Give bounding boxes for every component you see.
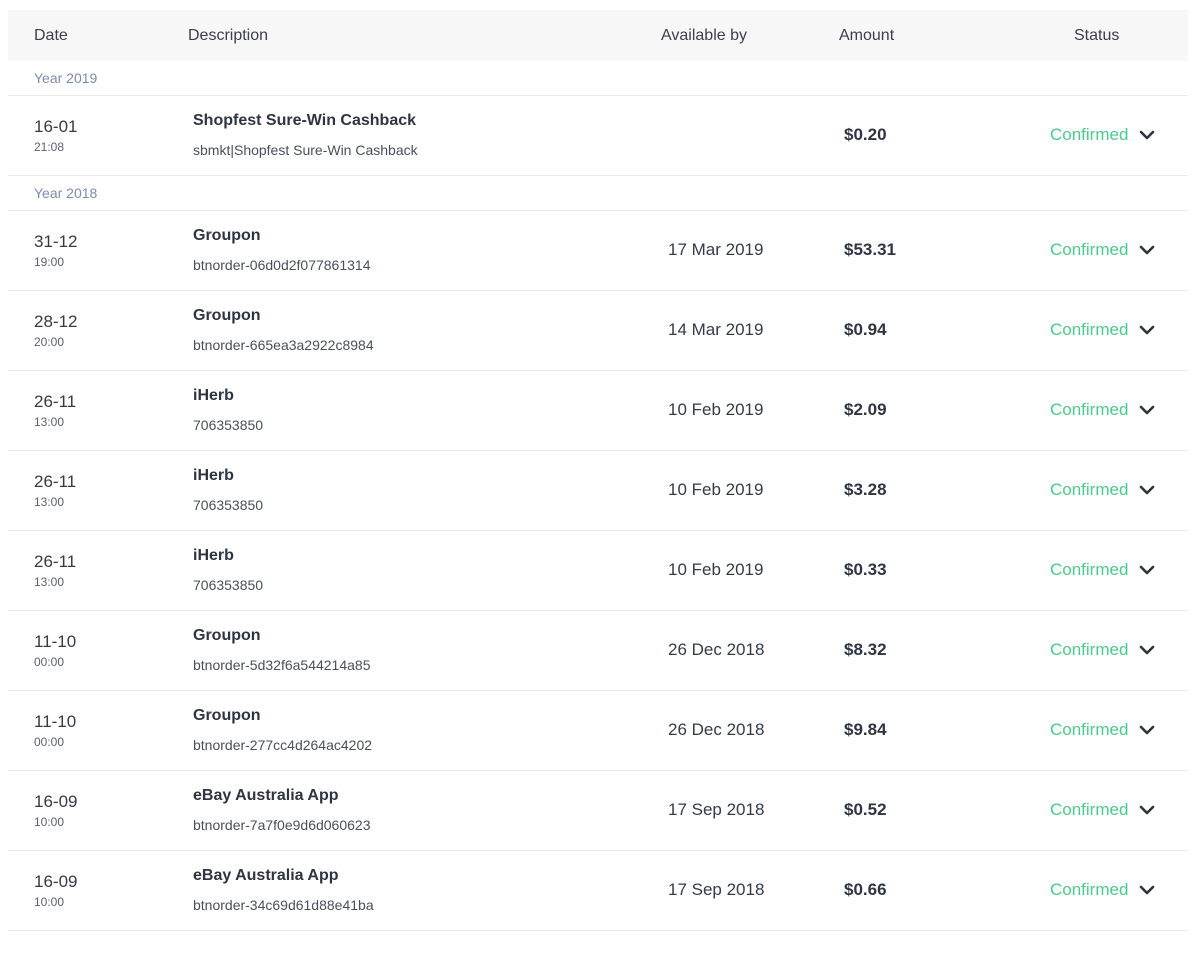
transaction-amount: $0.52 [844,800,887,819]
table-row[interactable]: 16-09 10:00 eBay Australia App btnorder-… [8,771,1188,851]
transaction-date: 26-11 [34,392,77,411]
available-by-date: 10 Feb 2019 [668,400,764,419]
chevron-down-icon[interactable] [1138,241,1156,259]
order-reference: btnorder-277cc4d264ac4202 [193,737,373,753]
table-row[interactable]: 16-09 10:00 eBay Australia App btnorder-… [8,851,1188,931]
table-row[interactable]: 26-11 13:00 iHerb 706353850 10 Feb 2019 … [8,451,1188,531]
merchant-name: iHerb [193,387,234,404]
merchant-name: Groupon [193,627,261,644]
table-body: Year 2019 16-01 21:08 Shopfest Sure-Win … [8,61,1188,931]
column-header-date[interactable]: Date [34,27,68,44]
table-header: Date Description Available by Amount Sta… [8,10,1188,61]
transaction-amount: $2.09 [844,400,887,419]
table-row[interactable]: 11-10 00:00 Groupon btnorder-277cc4d264a… [8,691,1188,771]
order-reference: btnorder-665ea3a2922c8984 [193,337,374,353]
transaction-date: 11-10 [34,632,77,651]
available-by-date: 26 Dec 2018 [668,720,765,739]
year-group-label: Year 2018 [8,176,1188,211]
transaction-time: 20:00 [34,335,65,349]
order-reference: 706353850 [193,417,264,433]
available-by-date: 26 Dec 2018 [668,640,765,659]
table-row[interactable]: 11-10 00:00 Groupon btnorder-5d32f6a5442… [8,611,1188,691]
order-reference: btnorder-7a7f0e9d6d060623 [193,817,371,833]
transaction-amount: $9.84 [844,720,887,739]
transaction-time: 10:00 [34,895,65,909]
merchant-name: iHerb [193,467,234,484]
order-reference: btnorder-34c69d61d88e41ba [193,897,374,913]
order-reference: btnorder-06d0d2f077861314 [193,257,371,273]
chevron-down-icon[interactable] [1138,881,1156,899]
table-row[interactable]: 26-11 13:00 iHerb 706353850 10 Feb 2019 … [8,531,1188,611]
transactions-table: Date Description Available by Amount Sta… [8,10,1188,931]
status-badge: Confirmed [1050,640,1129,659]
available-by-date: 17 Sep 2018 [668,880,765,899]
transaction-time: 13:00 [34,415,65,429]
transaction-date: 11-10 [34,712,77,731]
status-badge: Confirmed [1050,800,1129,819]
available-by-date: 10 Feb 2019 [668,480,764,499]
order-reference: 706353850 [193,497,264,513]
status-badge: Confirmed [1050,480,1129,499]
transaction-date: 16-01 [34,117,78,136]
status-badge: Confirmed [1050,880,1129,899]
year-group-label: Year 2019 [8,61,1188,96]
status-badge: Confirmed [1050,320,1129,339]
table-row[interactable]: 31-12 19:00 Groupon btnorder-06d0d2f0778… [8,211,1188,291]
transaction-amount: $0.33 [844,560,887,579]
column-header-status[interactable]: Status [1074,27,1120,44]
transaction-amount: $53.31 [844,240,896,259]
table-row[interactable]: 26-11 13:00 iHerb 706353850 10 Feb 2019 … [8,371,1188,451]
transaction-time: 13:00 [34,575,65,589]
transaction-time: 10:00 [34,815,65,829]
chevron-down-icon[interactable] [1138,561,1156,579]
order-reference: btnorder-5d32f6a544214a85 [193,657,371,673]
merchant-name: Groupon [193,227,261,244]
chevron-down-icon[interactable] [1138,801,1156,819]
transaction-time: 00:00 [34,735,65,749]
transaction-date: 26-11 [34,552,77,571]
merchant-name: Groupon [193,707,261,724]
column-header-amount[interactable]: Amount [839,27,895,44]
merchant-name: eBay Australia App [193,867,339,884]
order-reference: 706353850 [193,577,264,593]
merchant-name: Shopfest Sure-Win Cashback [193,112,417,129]
chevron-down-icon[interactable] [1138,721,1156,739]
table-row[interactable]: 16-01 21:08 Shopfest Sure-Win Cashback s… [8,96,1188,176]
available-by-date: 14 Mar 2019 [668,320,764,339]
transaction-amount: $3.28 [844,480,887,499]
order-reference: sbmkt|Shopfest Sure-Win Cashback [193,142,418,158]
transaction-time: 19:00 [34,255,65,269]
transaction-amount: $0.20 [844,125,887,144]
transaction-amount: $0.66 [844,880,887,899]
column-header-description[interactable]: Description [188,27,269,44]
status-badge: Confirmed [1050,720,1129,739]
transaction-date: 16-09 [34,792,78,811]
transaction-date: 28-12 [34,312,78,331]
transaction-date: 16-09 [34,872,78,891]
chevron-down-icon[interactable] [1138,321,1156,339]
status-badge: Confirmed [1050,125,1129,144]
transaction-amount: $8.32 [844,640,887,659]
chevron-down-icon[interactable] [1138,641,1156,659]
chevron-down-icon[interactable] [1138,126,1156,144]
table-row[interactable]: 28-12 20:00 Groupon btnorder-665ea3a2922… [8,291,1188,371]
transaction-time: 13:00 [34,495,65,509]
status-badge: Confirmed [1050,240,1129,259]
merchant-name: iHerb [193,547,234,564]
transaction-date: 31-12 [34,232,78,251]
status-badge: Confirmed [1050,400,1129,419]
merchant-name: Groupon [193,307,261,324]
column-header-available-by[interactable]: Available by [661,27,747,44]
available-by-date: 17 Mar 2019 [668,240,764,259]
status-badge: Confirmed [1050,560,1129,579]
transaction-time: 21:08 [34,140,65,154]
transaction-amount: $0.94 [844,320,887,339]
chevron-down-icon[interactable] [1138,481,1156,499]
available-by-date: 17 Sep 2018 [668,800,765,819]
merchant-name: eBay Australia App [193,787,339,804]
chevron-down-icon[interactable] [1138,401,1156,419]
transaction-time: 00:00 [34,655,65,669]
available-by-date: 10 Feb 2019 [668,560,764,579]
transaction-date: 26-11 [34,472,77,491]
